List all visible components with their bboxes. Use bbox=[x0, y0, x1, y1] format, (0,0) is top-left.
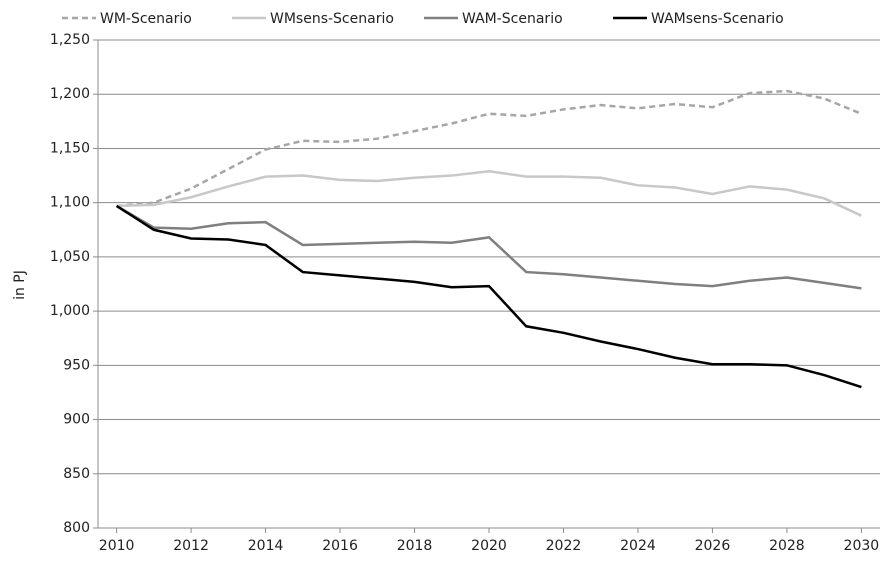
y-tick-label: 950 bbox=[63, 357, 90, 373]
legend-label: WAM-Scenario bbox=[462, 11, 563, 27]
x-tick-label: 2012 bbox=[173, 538, 209, 554]
y-tick-label: 1,250 bbox=[50, 32, 90, 48]
y-tick-label: 850 bbox=[63, 466, 90, 482]
x-tick-label: 2028 bbox=[769, 538, 805, 554]
y-tick-label: 800 bbox=[63, 520, 90, 536]
x-tick-label: 2020 bbox=[471, 538, 507, 554]
y-tick-label: 1,200 bbox=[50, 86, 90, 102]
legend-label: WM-Scenario bbox=[100, 11, 192, 27]
x-tick-label: 2022 bbox=[546, 538, 582, 554]
series-line bbox=[116, 169, 862, 217]
x-tick-label: 2016 bbox=[322, 538, 358, 554]
y-tick-label: 1,150 bbox=[50, 140, 90, 156]
y-tick-label: 1,050 bbox=[50, 249, 90, 265]
legend-label: WAMsens-Scenario bbox=[651, 11, 784, 27]
x-tick-label: 2018 bbox=[397, 538, 433, 554]
y-tick-label: 1,100 bbox=[50, 195, 90, 211]
x-tick-label: 2026 bbox=[695, 538, 731, 554]
y-tick-label: 1,000 bbox=[50, 303, 90, 319]
x-tick-label: 2014 bbox=[248, 538, 284, 554]
x-tick-label: 2010 bbox=[99, 538, 135, 554]
x-tick-label: 2030 bbox=[844, 538, 880, 554]
y-axis-label: in PJ bbox=[12, 270, 28, 300]
series-line bbox=[115, 204, 862, 389]
series-line bbox=[115, 204, 862, 290]
series-line bbox=[116, 89, 862, 208]
x-tick-label: 2024 bbox=[620, 538, 656, 554]
legend-label: WMsens-Scenario bbox=[270, 11, 394, 27]
y-tick-label: 900 bbox=[63, 412, 90, 428]
